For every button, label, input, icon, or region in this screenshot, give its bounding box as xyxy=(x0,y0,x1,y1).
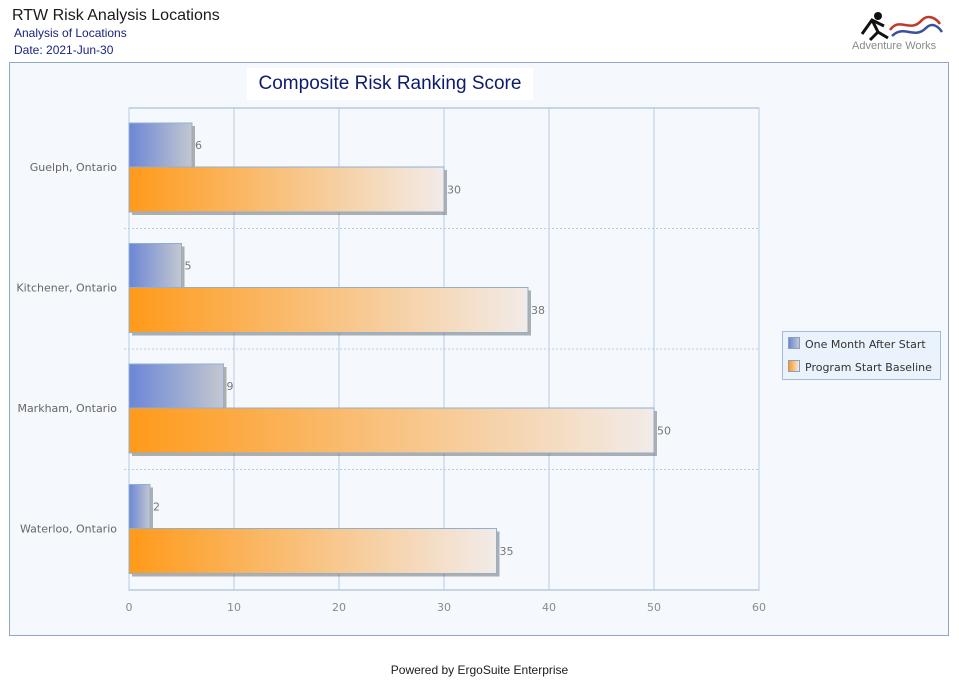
x-tick-label: 40 xyxy=(542,601,556,614)
bar-series-2 xyxy=(128,528,497,574)
chart-title: Composite Risk Ranking Score xyxy=(258,73,522,94)
data-label: 6 xyxy=(195,139,202,152)
report-title: RTW Risk Analysis Locations xyxy=(12,7,220,24)
bar-series-1 xyxy=(128,243,182,288)
bar-series-1 xyxy=(128,484,151,529)
legend-swatch-series-2 xyxy=(788,360,800,372)
bar-series-2 xyxy=(128,287,529,333)
legend-swatch-series-1 xyxy=(788,337,800,349)
data-label: 38 xyxy=(531,304,545,317)
bar-series-2 xyxy=(128,166,445,213)
legend-item-series-1: One Month After Start xyxy=(788,337,926,351)
x-tick-label: 10 xyxy=(227,601,241,614)
x-tick-label: 30 xyxy=(437,601,451,614)
y-category-label: Waterloo, Ontario xyxy=(20,523,117,536)
data-label: 5 xyxy=(185,260,192,273)
x-tick-label: 60 xyxy=(752,601,766,614)
adventure-works-logo xyxy=(860,12,944,42)
x-tick-label: 0 xyxy=(126,601,133,614)
report-date: Date: 2021-Jun-30 xyxy=(14,43,114,57)
data-label: 35 xyxy=(500,545,514,558)
y-category-label: Guelph, Ontario xyxy=(30,161,118,174)
data-label: 50 xyxy=(657,425,671,438)
footer-powered-by: Powered by ErgoSuite Enterprise xyxy=(390,663,569,677)
legend-item-series-2: Program Start Baseline xyxy=(788,360,932,374)
bar-series-2 xyxy=(128,407,655,454)
data-label: 30 xyxy=(447,184,461,197)
chart-title-box xyxy=(247,68,533,100)
x-tick-label: 50 xyxy=(647,601,661,614)
logo-text: Adventure Works xyxy=(852,40,937,52)
legend-label-series-1: One Month After Start xyxy=(805,338,926,351)
y-category-label: Markham, Ontario xyxy=(17,402,117,415)
bar-series-1 xyxy=(128,122,193,168)
y-category-label: Kitchener, Ontario xyxy=(16,282,117,295)
chart-legend: One Month After Start Program Start Base… xyxy=(782,331,941,380)
legend-label-series-2: Program Start Baseline xyxy=(805,361,932,374)
x-tick-label: 20 xyxy=(332,601,346,614)
bar-series-1 xyxy=(128,363,224,409)
data-label: 9 xyxy=(227,380,234,393)
report-subtitle: Analysis of Locations xyxy=(14,26,127,40)
data-label: 2 xyxy=(153,501,160,514)
